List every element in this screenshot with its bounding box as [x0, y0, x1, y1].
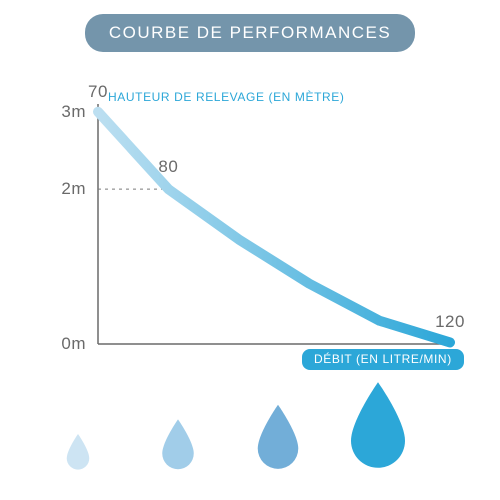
performance-chart: HAUTEUR DE RELEVAGE (EN MÈTRE) DÉBIT (EN… — [30, 88, 470, 368]
curve-point-label: 70 — [88, 82, 108, 102]
chart-svg — [30, 88, 470, 378]
droplet-icon — [157, 418, 199, 471]
y-tick: 3m — [61, 102, 86, 122]
curve-point-label: 80 — [158, 157, 178, 177]
droplet-icon — [342, 380, 414, 470]
y-tick: 0m — [61, 334, 86, 354]
droplet-icon — [63, 433, 93, 471]
droplet-icon — [251, 403, 305, 471]
curve-point-label: 120 — [435, 312, 465, 332]
y-axis-legend: HAUTEUR DE RELEVAGE (EN MÈTRE) — [106, 90, 346, 104]
x-axis-legend: DÉBIT (EN LITRE/MIN) — [302, 349, 464, 370]
flowrate-drops — [50, 390, 450, 470]
y-tick: 2m — [61, 179, 86, 199]
chart-title-pill: COURBE DE PERFORMANCES — [85, 14, 415, 52]
chart-title: COURBE DE PERFORMANCES — [109, 23, 391, 43]
